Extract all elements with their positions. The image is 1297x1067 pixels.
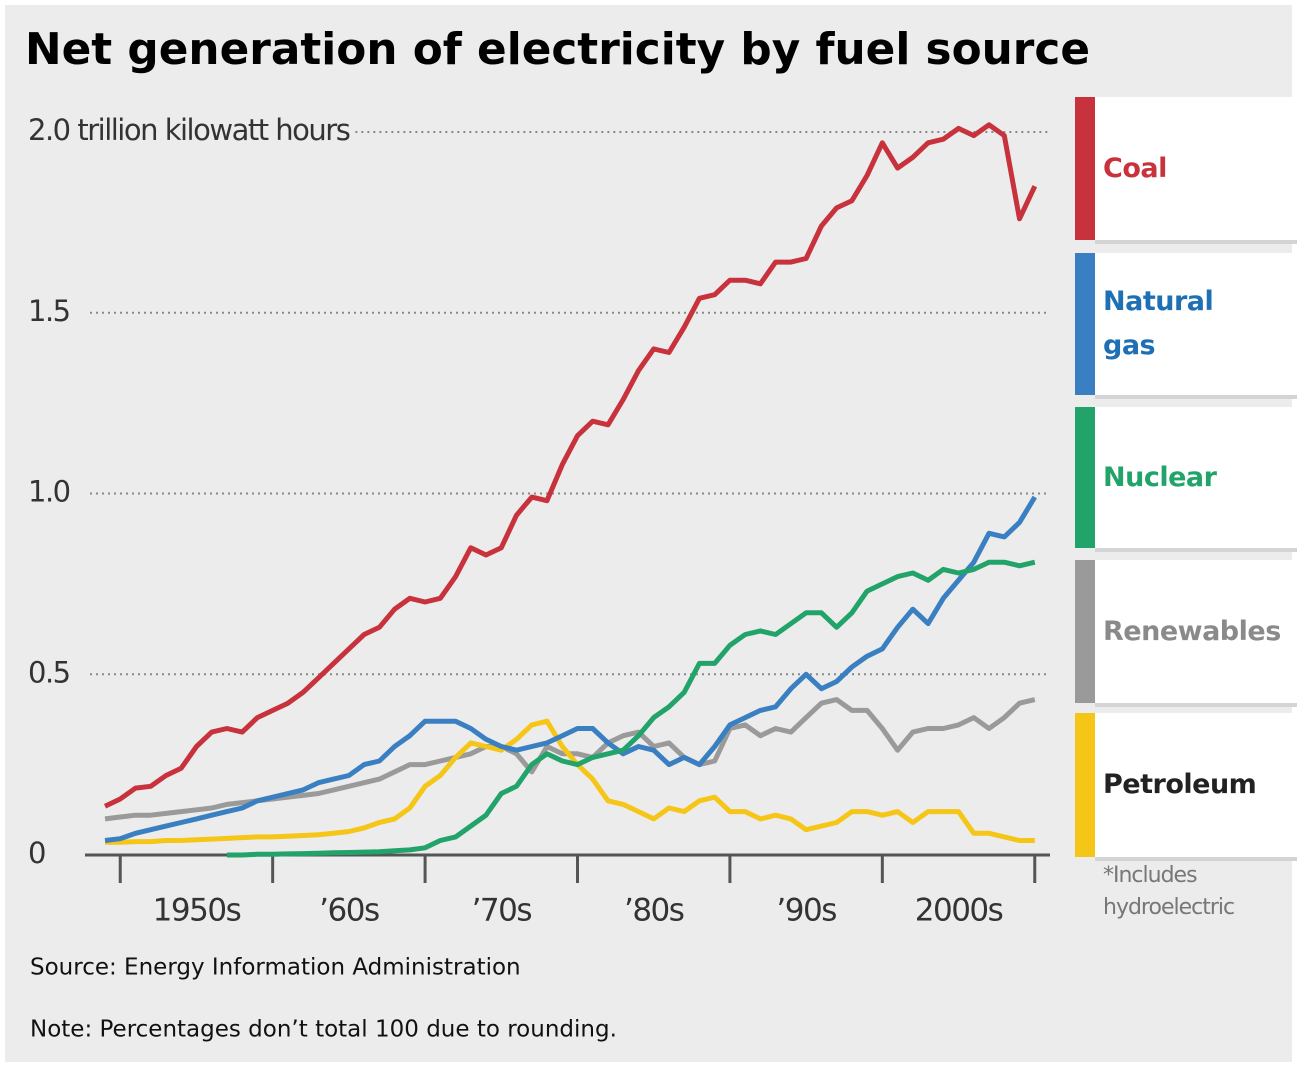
legend-item: Renewables bbox=[1103, 560, 1295, 703]
source: Source: Energy Information Administratio… bbox=[30, 955, 521, 981]
y-tick-label: 0.5 bbox=[28, 655, 70, 689]
legend-label: Renewables bbox=[1103, 615, 1281, 647]
legend-panel bbox=[1095, 560, 1297, 703]
legend-swatch bbox=[1075, 560, 1095, 703]
x-tick-label: ’70s bbox=[472, 893, 532, 929]
y-tick-label: 1.0 bbox=[28, 475, 70, 509]
footnote: *Includes hydroelectric bbox=[1103, 863, 1235, 920]
legend-panel bbox=[1095, 407, 1297, 548]
legend-item: Petroleum bbox=[1103, 713, 1295, 857]
legend-box: Renewables bbox=[1103, 560, 1295, 703]
x-tick-label: 2000s bbox=[915, 893, 1003, 929]
x-tick-label: ’90s bbox=[776, 893, 836, 929]
legend-box: Coal bbox=[1103, 97, 1295, 240]
legend-label: Coal bbox=[1103, 152, 1167, 184]
note: Note: Percentages don’t total 100 due to… bbox=[30, 1017, 617, 1043]
series-line bbox=[226, 559, 1036, 858]
legend-panel bbox=[1095, 97, 1297, 240]
y-tick-label: 0 bbox=[28, 836, 45, 870]
x-tick-label: ’60s bbox=[319, 893, 379, 929]
legend-box: Natural gas bbox=[1103, 253, 1295, 395]
x-tick-label: ’80s bbox=[624, 893, 684, 929]
legend-label: Natural gas bbox=[1103, 286, 1214, 361]
legend-label: Petroleum bbox=[1103, 769, 1257, 800]
x-tick-label: 1950s bbox=[153, 893, 241, 929]
footnote-text: *Includes hydroelectric bbox=[1103, 863, 1235, 920]
series-line bbox=[104, 495, 1037, 843]
legend-box: Nuclear bbox=[1103, 407, 1295, 548]
y-tick-label: 1.5 bbox=[28, 294, 70, 328]
series-line bbox=[105, 718, 1035, 845]
legend-box: Petroleum bbox=[1103, 713, 1295, 857]
legend-label: Nuclear bbox=[1103, 461, 1217, 493]
legend-item: Coal bbox=[1103, 97, 1295, 240]
legend-swatch bbox=[1075, 253, 1095, 395]
legend-item: Nuclear bbox=[1103, 407, 1295, 548]
legend-swatch bbox=[1075, 97, 1095, 240]
legend-panel bbox=[1095, 713, 1297, 857]
legend-item: Natural gas bbox=[1103, 253, 1295, 395]
y-tick-label: 2.0 trillion kilowatt hours bbox=[28, 113, 350, 147]
legend-swatch bbox=[1075, 407, 1095, 548]
chart-title: Net generation of electricity by fuel so… bbox=[25, 24, 1090, 75]
legend-panel bbox=[1095, 253, 1297, 395]
series-line bbox=[103, 122, 1038, 809]
legend-swatch bbox=[1075, 713, 1095, 857]
